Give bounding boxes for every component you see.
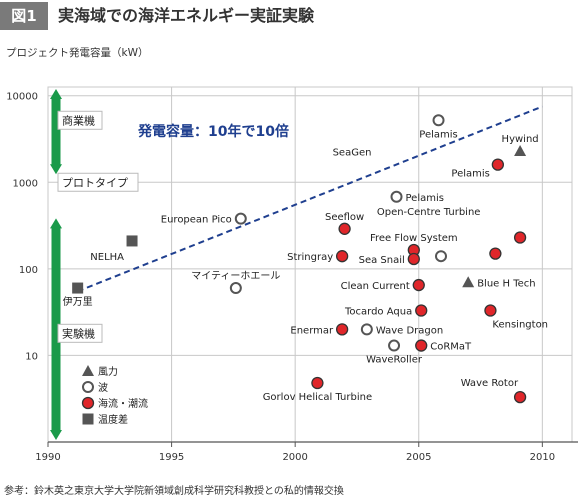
data-point [513,231,527,244]
data-point [415,339,428,352]
stage-label-box [57,172,139,192]
legend-marker [81,396,95,410]
point-label: Tocardo Aqua [344,307,412,318]
point-label: Seeflow [325,212,364,223]
point-label: WaveRoller [366,355,423,366]
point-label: Wave Rotor [461,378,519,389]
point-label: Sea Snail [359,255,405,266]
point-label: Wave Dragon [376,325,443,336]
point-label: Enermar [290,325,334,336]
data-point [360,323,373,336]
data-point [335,250,349,263]
point-label: Pelamis [419,129,457,140]
data-point [126,235,138,247]
point-label: マイティーホエール [191,270,280,282]
legend-marker [82,381,94,393]
data-point [407,252,420,266]
point-label: 伊万里 [63,296,93,308]
figure-header: 図1 実海域での海洋エネルギー実証実験 [0,0,584,32]
stage-bar-lower-bottom-arrow [50,430,62,440]
legend-label: 波 [98,381,108,394]
data-point [484,304,497,317]
data-point [491,158,504,171]
stage-label: プロトタイプ [62,176,128,189]
point-label: Pelamis [451,169,489,180]
point-label: Kensington [492,320,548,331]
point-label: Clean Current [341,281,410,292]
y-tick-label: 100 [19,265,38,276]
point-label: Blue H Tech [477,278,535,289]
legend-marker [82,365,94,376]
data-point [229,282,242,295]
trend-line [77,105,543,293]
data-point [390,190,403,203]
x-tick-label: 1995 [159,452,184,463]
data-point [412,278,425,292]
data-point [513,390,527,404]
figure-title: 実海域での海洋エネルギー実証実験 [58,6,315,25]
point-label: SeaGen [333,147,372,158]
legend-marker [82,413,94,425]
x-tick-label: 2005 [406,452,431,463]
data-point [415,304,428,317]
point-label: Stringray [287,252,333,263]
y-tick-label: 10000 [6,92,38,103]
x-tick-label: 2000 [282,452,307,463]
stage-label-box [57,323,103,343]
legend-label: 温度差 [98,413,128,426]
data-point [432,114,445,127]
y-tick-label: 1000 [13,178,38,189]
x-tick-label: 2010 [530,452,555,463]
trend-label: 発電容量：10年で10倍 [137,123,289,140]
point-label: Pelamis [406,193,444,204]
figure-badge: 図1 [0,2,48,30]
data-point [514,144,527,156]
data-point [234,212,247,225]
point-label: NELHA [90,252,124,263]
data-point [388,339,401,352]
data-point [489,247,502,260]
x-tick-label: 1990 [35,452,60,463]
point-label: European Pico [161,215,232,226]
source-note: 参考：鈴木英之東京大学大学院新領域創成科学研究科教授との私的情報交換 [4,486,344,497]
legend-label: 風力 [98,365,118,378]
y-tick-label: 10 [25,351,38,362]
point-label: CoRMaT [430,342,472,353]
point-label: Open-Centre Turbine [377,207,481,218]
stage-label: 商業機 [62,113,95,127]
point-label: Free Flow System [370,233,458,244]
data-point [335,323,349,336]
stage-bar-upper-top-arrow [50,89,62,99]
data-point [435,250,447,263]
data-point [462,276,475,288]
data-point [311,376,324,390]
stage-label: 実験機 [62,326,95,340]
point-label: Gorlov Helical Turbine [263,392,372,403]
stage-bar-upper-bottom-arrow [50,164,62,175]
legend-label: 海流・潮流 [98,397,148,410]
stage-label-box [57,110,103,130]
data-point [72,282,84,294]
y-axis-title: プロジェクト発電容量（kW） [6,46,148,59]
point-label: Hywind [502,134,539,145]
stage-bar-lower-top-arrow [50,218,62,229]
data-point [338,222,351,235]
